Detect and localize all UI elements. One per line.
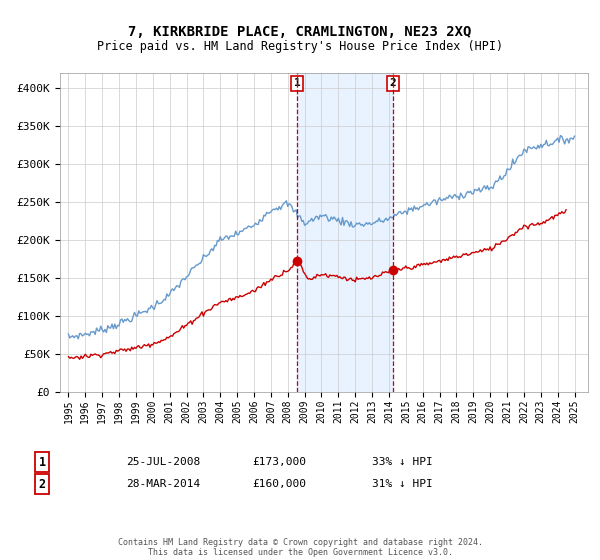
Text: 7, KIRKBRIDE PLACE, CRAMLINGTON, NE23 2XQ: 7, KIRKBRIDE PLACE, CRAMLINGTON, NE23 2X… (128, 25, 472, 39)
Text: £173,000: £173,000 (252, 457, 306, 467)
Bar (298, 73, 393, 392)
Text: 1: 1 (38, 455, 46, 469)
Text: 2: 2 (38, 478, 46, 491)
Text: 33% ↓ HPI: 33% ↓ HPI (372, 457, 433, 467)
Text: Contains HM Land Registry data © Crown copyright and database right 2024.
This d: Contains HM Land Registry data © Crown c… (118, 538, 482, 557)
Text: 25-JUL-2008: 25-JUL-2008 (126, 457, 200, 467)
Text: £160,000: £160,000 (252, 479, 306, 489)
Text: 31% ↓ HPI: 31% ↓ HPI (372, 479, 433, 489)
Text: Price paid vs. HM Land Registry's House Price Index (HPI): Price paid vs. HM Land Registry's House … (97, 40, 503, 53)
Text: 1: 1 (294, 78, 301, 88)
Text: 2: 2 (389, 78, 397, 88)
Text: 28-MAR-2014: 28-MAR-2014 (126, 479, 200, 489)
